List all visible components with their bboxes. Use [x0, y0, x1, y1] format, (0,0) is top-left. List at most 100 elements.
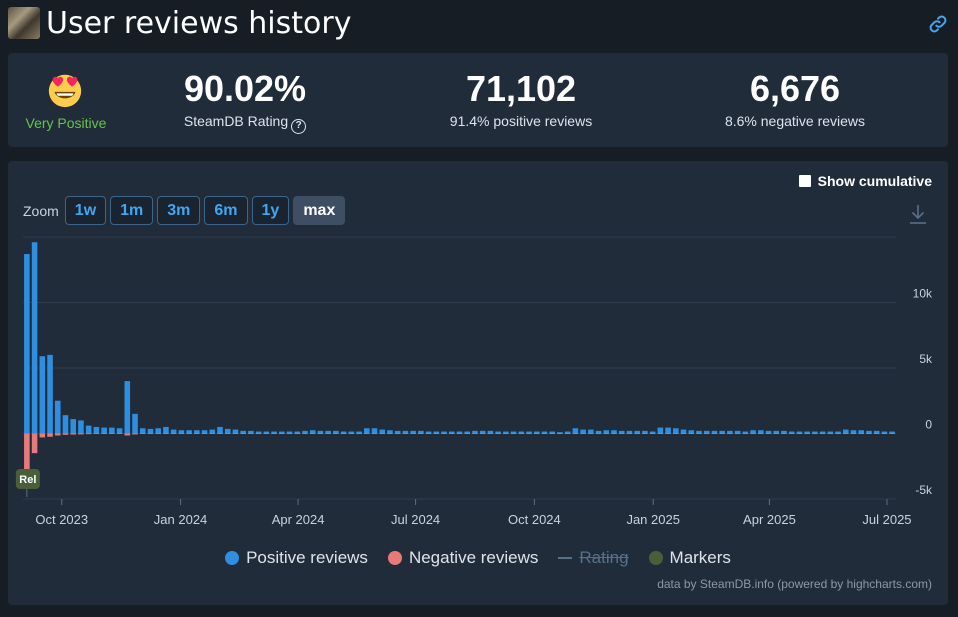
negative-bar: [340, 433, 347, 434]
negative-bar: [758, 433, 764, 434]
negative-bar: [495, 433, 501, 434]
positive-bar: [116, 428, 123, 434]
positive-bar: [866, 430, 872, 434]
x-tick-label: Apr 2024: [272, 512, 325, 527]
negative-bar: [109, 433, 115, 434]
negative-bar: [240, 433, 246, 434]
positive-bar: [364, 428, 370, 434]
header: User reviews history: [8, 6, 950, 42]
positive-bar: [410, 430, 416, 434]
positive-bar: [340, 431, 347, 434]
negative-bar: [603, 433, 610, 434]
negative-bar: [294, 433, 301, 434]
negative-bar: [448, 433, 455, 434]
chart-credit[interactable]: data by SteamDB.info (powered by highcha…: [657, 577, 932, 591]
negative-bar: [580, 433, 586, 434]
negative-bar: [835, 433, 841, 434]
rating-label: Very Positive: [25, 115, 107, 131]
negative-bar: [456, 433, 463, 434]
negative-bar: [611, 433, 617, 434]
negative-bar: [642, 433, 648, 434]
negative-bar: [62, 433, 69, 435]
positive-bar: [379, 429, 386, 434]
zoom-6m-button[interactable]: 6m: [204, 196, 248, 225]
positive-bar: [387, 430, 393, 434]
positive-bar: [132, 413, 138, 434]
negative-bar: [194, 433, 200, 434]
negative-bar: [657, 433, 664, 434]
positive-bar: [688, 430, 695, 434]
negative-bar: [487, 433, 494, 434]
positive-bar: [425, 431, 432, 434]
positive-bar: [889, 431, 895, 434]
positive-bar: [603, 430, 610, 434]
negative-bar: [255, 433, 262, 434]
positive-bar: [224, 428, 231, 434]
negative-bar: [371, 433, 378, 434]
positive-bar: [742, 431, 749, 434]
zoom-1m-button[interactable]: 1m: [110, 196, 154, 225]
negative-bar: [410, 433, 416, 434]
negative-bar: [309, 433, 316, 434]
negative-bar: [170, 433, 177, 434]
page-title: User reviews history: [46, 6, 352, 41]
negative-bar: [54, 433, 61, 436]
download-icon[interactable]: [908, 203, 928, 225]
release-marker-label: Rel: [19, 474, 36, 486]
positive-bar: [510, 431, 517, 434]
positive-dot-icon: [225, 551, 240, 565]
legend-negative[interactable]: Negative reviews: [387, 548, 538, 568]
zoom-controls: Zoom 1w 1m 3m 6m 1y max: [23, 196, 349, 225]
positive-bar: [302, 430, 308, 434]
positive-bar: [611, 430, 617, 434]
rating-caption: SteamDB Rating?: [155, 113, 335, 134]
positive-bar: [796, 431, 803, 434]
positive-bar: [31, 242, 38, 434]
negative-bar: [858, 433, 865, 434]
zoom-max-button[interactable]: max: [293, 196, 346, 225]
help-icon[interactable]: ?: [291, 119, 307, 134]
positive-bar: [170, 429, 177, 434]
negative-bar: [85, 433, 92, 435]
negative-bar: [788, 433, 795, 434]
positive-bar: [101, 427, 107, 434]
legend-rating[interactable]: Rating: [558, 548, 629, 568]
positive-bar: [873, 430, 880, 434]
zoom-1y-button[interactable]: 1y: [251, 196, 290, 225]
positive-bar: [595, 430, 602, 434]
rating-line-icon: [558, 557, 573, 559]
show-cumulative-toggle[interactable]: Show cumulative: [798, 173, 932, 189]
negative-bar: [47, 433, 53, 437]
link-icon[interactable]: [928, 14, 948, 34]
negative-bar: [425, 433, 432, 434]
negative-bar: [139, 433, 146, 434]
reviews-chart[interactable]: -5k 0 5k 10k Oct 2023 Jan 2024 Apr 2024 Jul 202…: [8, 161, 948, 541]
positive-bar: [248, 430, 254, 434]
positive-bar: [564, 431, 571, 434]
positive-bar: [634, 430, 640, 434]
positive-bar: [333, 430, 339, 434]
positive-bar: [533, 431, 540, 434]
negative-bar: [564, 433, 571, 434]
zoom-1w-button[interactable]: 1w: [64, 196, 107, 225]
positive-bar: [109, 427, 115, 434]
legend-markers[interactable]: Markers: [648, 548, 731, 568]
negative-bar: [78, 433, 84, 435]
negative-bar: [209, 433, 216, 434]
x-tick-label: Jan 2024: [154, 512, 208, 527]
positive-bar: [309, 430, 316, 434]
negative-bar: [124, 433, 131, 436]
positive-bar: [580, 429, 586, 434]
rating-value: 90.02%: [183, 68, 307, 109]
game-capsule-icon[interactable]: [8, 7, 40, 39]
legend-positive[interactable]: Positive reviews: [225, 548, 368, 568]
cumulative-checkbox[interactable]: [798, 175, 811, 187]
y-tick-label: 5k: [919, 352, 933, 366]
negative-bar: [263, 433, 270, 434]
x-tick-label: Jul 2024: [391, 512, 440, 527]
legend-positive-label: Positive reviews: [246, 548, 368, 567]
positive-bar: [649, 431, 656, 434]
positive-bar: [549, 431, 555, 434]
positive-bar: [286, 431, 293, 434]
zoom-3m-button[interactable]: 3m: [157, 196, 201, 225]
